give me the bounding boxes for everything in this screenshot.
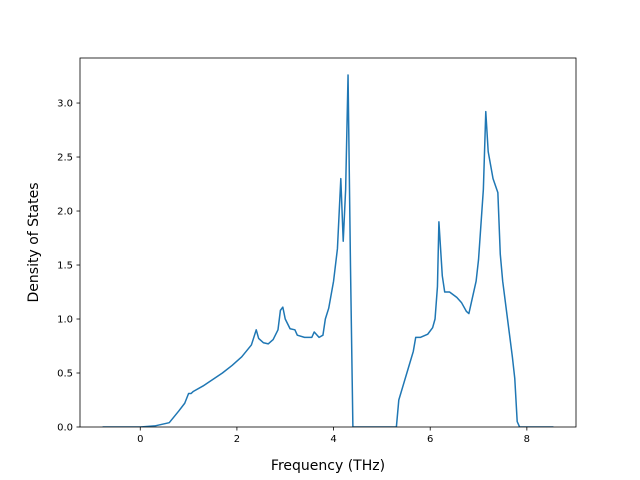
y-axis-label: Density of States <box>26 183 42 303</box>
axes-frame <box>79 57 577 428</box>
x-axis-label: Frequency (THz) <box>271 458 385 474</box>
y-tick-label: 2.0 <box>57 207 73 218</box>
y-tick-label: 2.5 <box>57 153 73 164</box>
y-tick-label: 0.5 <box>57 369 73 380</box>
y-tick-label: 3.0 <box>57 99 73 110</box>
x-tick-label: 2 <box>234 434 240 445</box>
x-tick-label: 8 <box>524 434 530 445</box>
y-tick-label: 0.0 <box>57 423 73 434</box>
data-line <box>102 74 554 427</box>
x-tick-label: 6 <box>427 434 433 445</box>
x-tick-label: 4 <box>330 434 336 445</box>
y-tick-label: 1.0 <box>57 315 73 326</box>
plot-area <box>80 58 576 427</box>
x-tick-label: 0 <box>137 434 143 445</box>
y-tick-label: 1.5 <box>57 261 73 272</box>
